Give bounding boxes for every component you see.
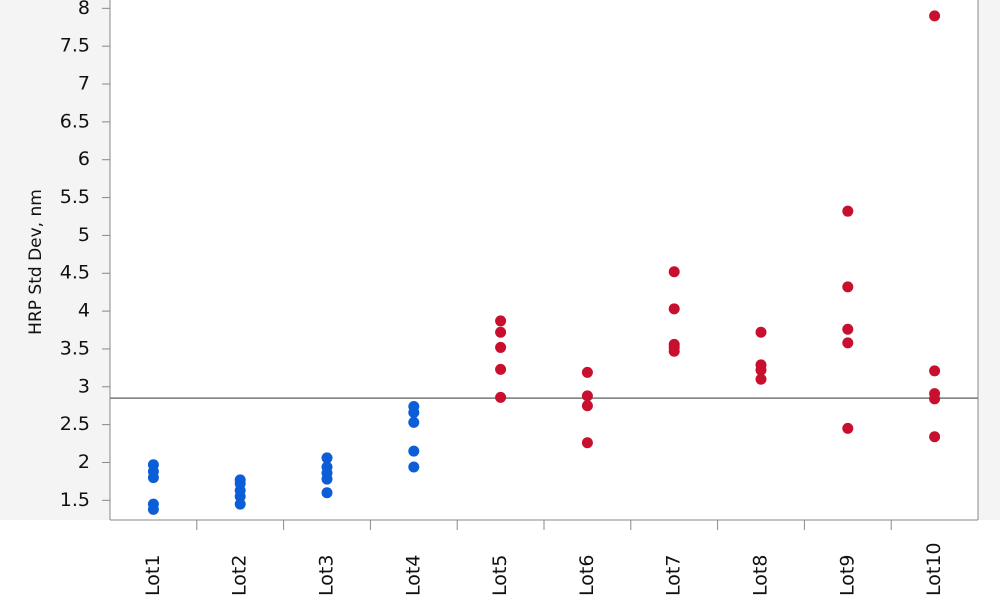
y-tick-label: 3: [78, 375, 90, 397]
x-tick-label: Lot10: [923, 542, 945, 596]
point: [842, 281, 854, 293]
x-tick-label: Lot8: [750, 555, 772, 596]
point: [842, 422, 854, 434]
point: [408, 407, 420, 419]
point: [408, 461, 420, 473]
point: [668, 345, 680, 357]
y-axis-title: HRP Std Dev, nm: [26, 189, 46, 335]
y-tick-label: 2.5: [60, 413, 90, 435]
point: [929, 393, 941, 405]
point: [147, 503, 159, 515]
point: [929, 431, 941, 443]
point: [755, 364, 767, 376]
y-tick-label: 5.5: [60, 186, 90, 208]
point: [495, 326, 507, 338]
point: [668, 303, 680, 315]
point: [668, 266, 680, 278]
y-tick-label: 1.5: [60, 489, 90, 511]
point: [495, 391, 507, 403]
point: [581, 437, 593, 449]
point: [408, 445, 420, 457]
y-tick-label: 7: [78, 73, 90, 95]
point: [929, 10, 941, 22]
point: [929, 365, 941, 377]
point: [842, 323, 854, 335]
point: [408, 416, 420, 428]
point: [581, 366, 593, 378]
y-tick-label: 8: [78, 0, 90, 19]
x-tick-label: Lot5: [489, 555, 511, 596]
x-tick-label: Lot1: [142, 555, 164, 596]
x-axis-area: [0, 520, 1000, 601]
x-tick-label: Lot4: [402, 555, 424, 596]
x-tick-label: Lot6: [576, 555, 598, 596]
y-tick-label: 6.5: [60, 110, 90, 132]
point: [234, 491, 246, 503]
plot-area: [110, 0, 978, 520]
y-tick-label: 4: [78, 300, 90, 322]
point: [581, 400, 593, 412]
y-tick-label: 7.5: [60, 35, 90, 57]
y-tick-label: 5: [78, 224, 90, 246]
point: [234, 498, 246, 510]
point: [755, 373, 767, 385]
x-tick-label: Lot9: [836, 555, 858, 596]
point: [495, 315, 507, 327]
x-tick-label: Lot2: [229, 555, 251, 596]
x-tick-label: Lot3: [316, 555, 338, 596]
point: [321, 473, 333, 485]
point: [755, 326, 767, 338]
point: [321, 487, 333, 499]
point: [495, 363, 507, 375]
point: [842, 337, 854, 349]
y-tick-label: 2: [78, 451, 90, 473]
y-tick-label: 3.5: [60, 337, 90, 359]
x-tick-label: Lot7: [663, 555, 685, 596]
point: [147, 472, 159, 484]
y-tick-label: 6: [78, 148, 90, 170]
y-tick-label: 4.5: [60, 262, 90, 284]
point: [581, 390, 593, 402]
point: [495, 341, 507, 353]
point: [321, 452, 333, 464]
point: [842, 205, 854, 217]
